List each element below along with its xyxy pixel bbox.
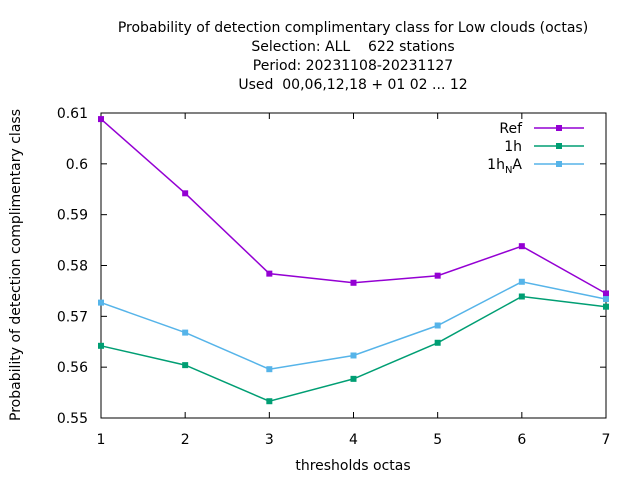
data-point-ref [98, 116, 104, 123]
data-point-1h-na [603, 296, 609, 303]
legend-label-1h-na: 1hNA [487, 157, 522, 176]
data-point-ref [350, 279, 357, 286]
legend-marker-1h [556, 143, 562, 149]
data-point-ref [434, 272, 441, 279]
x-tick-label: 2 [181, 432, 190, 448]
data-point-1h-na [518, 278, 525, 285]
data-point-ref [518, 243, 525, 250]
title-line-1: Probability of detection complimentary c… [118, 20, 588, 36]
legend-label-1h: 1h [504, 139, 522, 155]
y-tick-label: 0.57 [57, 309, 88, 325]
series-line-ref [100, 118, 607, 295]
x-tick-label: 3 [265, 432, 274, 448]
plot-frame [100, 112, 607, 419]
data-point-ref [182, 190, 189, 197]
x-tick-label: 1 [97, 432, 106, 448]
y-tick-label: 0.58 [57, 259, 88, 275]
title-line-2: Selection: ALL 622 stations [251, 39, 454, 55]
data-point-1h-na [266, 366, 273, 373]
x-tick-label: 4 [349, 432, 358, 448]
data-point-1h-na [434, 322, 441, 329]
y-tick-label: 0.61 [57, 106, 88, 122]
x-tick-label: 7 [602, 432, 611, 448]
y-tick-label: 0.6 [66, 157, 88, 173]
x-axis: 1 2 3 4 5 6 7 [97, 113, 611, 448]
title-line-4: Used 00,06,12,18 + 01 02 ... 12 [238, 77, 467, 93]
y-tick-label: 0.56 [57, 360, 88, 376]
data-point-ref [603, 290, 609, 297]
data-point-1h [350, 375, 357, 382]
data-point-1h [603, 303, 609, 310]
legend: Ref 1h 1hNA [487, 121, 584, 176]
x-tick-label: 6 [517, 432, 526, 448]
legend-marker-1h-na [556, 161, 562, 167]
x-axis-label: thresholds octas [295, 458, 410, 474]
x-tick-label: 5 [433, 432, 442, 448]
series-line-1h [100, 295, 607, 402]
series-layer [98, 116, 609, 405]
legend-label-1h-na-tail: A [512, 157, 522, 173]
data-point-ref [266, 270, 273, 277]
y-tick-label: 0.55 [57, 411, 88, 427]
title-line-3: Period: 20231108-20231127 [253, 58, 453, 74]
y-axis-label: Probability of detection complimentary c… [8, 109, 24, 421]
y-axis: 0.55 0.56 0.57 0.58 0.59 0.6 0.61 [57, 106, 606, 427]
data-point-1h-na [350, 352, 357, 359]
legend-label-1h-na-main: 1h [487, 157, 505, 173]
chart-title: Probability of detection complimentary c… [118, 20, 588, 93]
data-point-1h [434, 339, 441, 346]
data-point-1h [266, 398, 273, 405]
y-tick-label: 0.59 [57, 208, 88, 224]
legend-label-1h-na-sub: N [505, 165, 512, 176]
data-point-1h [518, 293, 525, 300]
legend-label-ref: Ref [499, 121, 523, 137]
data-point-1h-na [98, 299, 104, 306]
data-point-1h [98, 342, 104, 349]
data-point-1h-na [182, 329, 189, 336]
legend-marker-ref [556, 125, 562, 131]
data-point-1h [182, 362, 189, 369]
